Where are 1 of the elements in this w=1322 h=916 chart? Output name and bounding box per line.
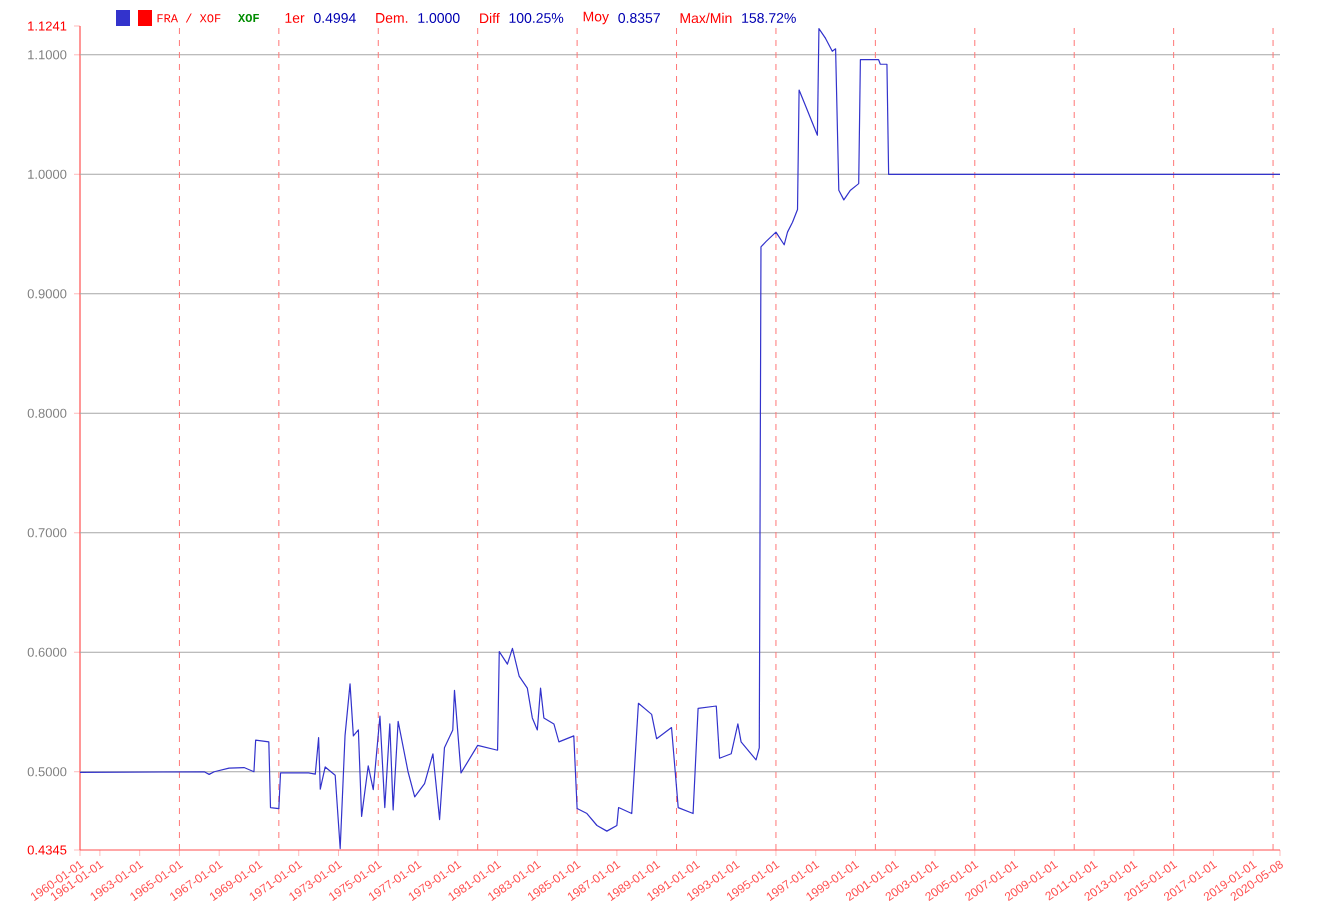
line-series — [79, 28, 1281, 850]
